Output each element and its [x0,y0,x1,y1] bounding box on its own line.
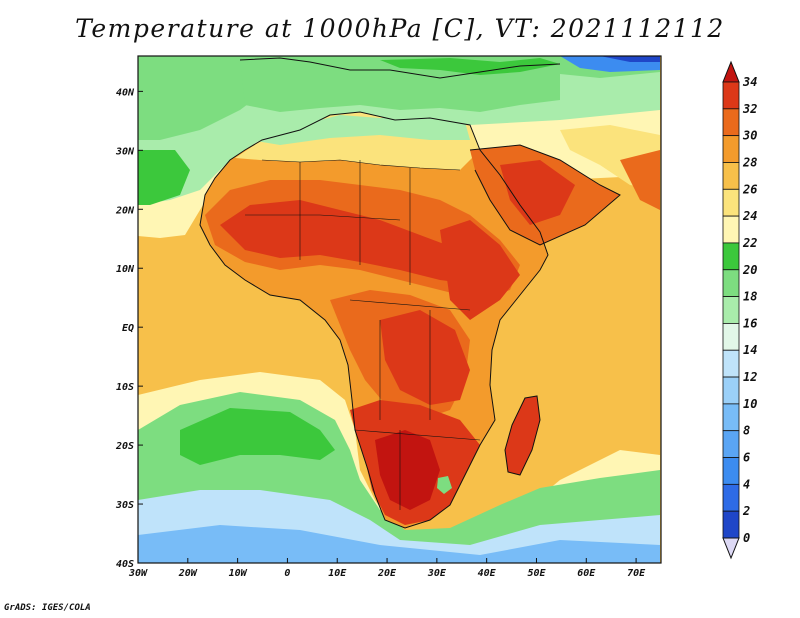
lon-tick-label: 50E [527,568,546,579]
colorbar-swatch [722,483,740,512]
map-title: Temperature at 1000hPa [C], VT: 20211121… [75,14,725,43]
colorbar-swatch [722,403,740,432]
lat-tick-label: 40N [116,87,135,98]
colorbar-label: 4 [743,477,750,491]
lon-tick-label: 0 [284,568,290,579]
arabia-hot [500,160,575,225]
colorbar-label: 10 [743,397,757,411]
lat-tick-label: 20N [115,205,135,216]
colorbar-swatch [722,430,740,458]
colorbar-label: 24 [742,209,757,223]
longitude-axis: 30W 20W 10W 0 10E 20E 30E 40E 50E 60E 70E [128,558,646,579]
colorbar-swatch [722,269,740,297]
colorbar-swatch [722,376,740,405]
lon-tick-label: 10E [328,568,347,579]
colorbar-swatch [722,296,740,324]
canary-current [138,150,190,205]
colorbar-label: 34 [742,75,757,89]
lat-tick-label: 30S [115,500,134,511]
cool-band-south-2 [180,408,335,465]
colorbar-swatch [722,162,740,190]
colorbar-label: 20 [742,263,757,277]
lon-tick-label: 60E [577,568,596,579]
lat-tick-label: 40S [116,559,134,570]
colorbar-label: 32 [742,102,757,116]
plot-frame [137,55,662,564]
lat-tick-label: 20S [115,441,134,452]
colorbar-label: 6 [743,451,750,465]
lon-tick-label: 10W [229,568,248,579]
colorbar-label: 14 [743,343,757,357]
colorbar-swatch [722,108,740,137]
horn-hot [440,220,520,320]
colorbar-label: 2 [742,504,750,518]
lon-tick-label: 20E [377,568,397,579]
colorbar-swatch [722,135,740,163]
lat-tick-label: 30N [115,146,135,157]
colorbar-swatch [722,81,740,110]
lon-tick-label: 40E [478,568,497,579]
colorbar-label: 12 [743,370,757,384]
latitude-axis: 40N 30N 20N 10N EQ 10S 20S 30S 40S [115,87,143,570]
kalahari-hottest [375,430,440,510]
temperature-field [138,56,661,563]
colorbar-swatch [722,457,740,485]
country-borders [245,159,481,510]
pakistan-warm [620,150,660,210]
lon-tick-label: 30E [427,568,447,579]
madagascar [505,396,540,475]
colorbar-over-arrow [722,60,740,83]
lon-tick-label: 20W [178,568,198,579]
central-africa-hot [380,310,470,405]
colorbar-label: 22 [742,236,757,250]
coastlines [199,57,621,529]
colorbar-swatch [722,323,740,351]
colorbar-label: 18 [743,290,757,304]
lat-tick-label: EQ [122,323,134,334]
colorbar-label: 30 [742,129,757,143]
colorbar-swatch [722,188,740,217]
colorbar-label: 0 [743,531,750,545]
balkans-cool [380,58,560,75]
mediterranean [240,58,560,112]
colorbar-swatch [722,215,740,244]
colorbar-label: 28 [742,155,757,169]
lon-tick-label: 30W [128,568,148,579]
colorbar-label: 26 [742,182,757,196]
lesotho-cool [437,476,452,494]
colorbar-swatch [722,242,740,271]
cool-band-south-4 [138,525,660,563]
colorbar-label: 8 [743,424,750,438]
colorbar-swatch [722,510,740,539]
cold-northeast-2 [600,56,660,62]
colorbar-label: 16 [743,316,757,330]
lon-tick-label: 70E [627,568,646,579]
colorbar-under-arrow [722,537,740,560]
sahel-hotter [220,200,490,285]
north-africa-cool [250,115,470,145]
credit-text: GrADS: IGES/COLA [4,603,91,613]
lat-tick-label: 10N [116,264,135,275]
colorbar-swatch [722,349,740,378]
lat-tick-label: 10S [116,382,134,393]
